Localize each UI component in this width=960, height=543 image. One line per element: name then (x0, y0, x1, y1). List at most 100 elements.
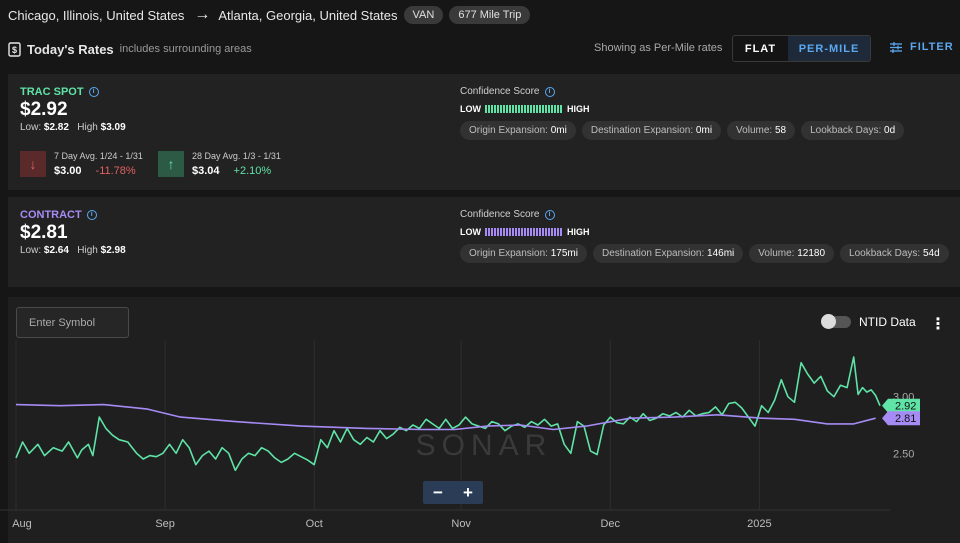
lookback-days-chip: Lookback Days: 0d (801, 121, 905, 140)
seven-day-average: ↓ 7 Day Avg. 1/24 - 1/31 $3.00 -11.78% (20, 151, 143, 177)
confidence-bar (536, 105, 538, 113)
confidence-bar (497, 228, 499, 236)
confidence-bar (506, 228, 508, 236)
lookback-days-chip: Lookback Days: 54d (840, 244, 949, 263)
confidence-bar (515, 105, 517, 113)
rate-mode-toggle: FLAT PER-MILE (732, 35, 871, 62)
confidence-bar (515, 228, 517, 236)
contract-rate: $2.81 (20, 222, 68, 243)
confidence-bar (509, 228, 511, 236)
confidence-bar (548, 228, 550, 236)
confidence-scale: LOW HIGH (460, 227, 590, 237)
chip-label: Lookback Days: (849, 248, 921, 259)
low-value: $2.64 (43, 245, 69, 256)
destination-expansion-chip: Destination Expansion: 146mi (592, 244, 744, 263)
chip-value: 0mi (550, 125, 567, 136)
equipment-badge[interactable]: VAN (403, 6, 444, 24)
confidence-bar (494, 105, 496, 113)
symbol-input[interactable] (16, 307, 129, 338)
confidence-title: Confidence Score (460, 209, 540, 220)
confidence-bar (524, 105, 526, 113)
chip-value: 0d (884, 125, 896, 136)
confidence-bars (485, 105, 563, 113)
confidence-scale: LOW HIGH (460, 104, 590, 114)
confidence-bar (557, 228, 559, 236)
confidence-bar (533, 228, 535, 236)
confidence-score-label: Confidence Score i (460, 86, 555, 97)
info-icon[interactable]: i (544, 209, 555, 220)
trac-spot-label: TRAC SPOT i (20, 86, 99, 98)
confidence-bar (521, 105, 523, 113)
confidence-bar (506, 105, 508, 113)
avg7-value: $3.00 (54, 165, 82, 177)
info-icon[interactable]: i (86, 210, 97, 220)
zoom-out-button[interactable]: − (433, 482, 443, 502)
chip-value: 12180 (797, 248, 826, 259)
confidence-bar (503, 228, 505, 236)
avg7-change: -11.78% (95, 165, 136, 177)
confidence-bar (488, 105, 490, 113)
origin-expansion-chip: Origin Expansion: 0mi (460, 121, 576, 140)
chip-label: Volume: (758, 248, 795, 259)
confidence-bar (494, 228, 496, 236)
scale-low: LOW (460, 227, 481, 237)
avg28-value: $3.04 (192, 165, 220, 177)
confidence-bar (530, 228, 532, 236)
confidence-bar (521, 228, 523, 236)
confidence-bar (536, 228, 538, 236)
info-icon[interactable]: i (88, 87, 99, 97)
confidence-bar (527, 228, 529, 236)
confidence-bar (548, 105, 550, 113)
confidence-bar (560, 105, 562, 113)
more-options-icon[interactable]: ⋮ (930, 316, 946, 333)
trac-spot-rate: $2.92 (20, 99, 68, 120)
rates-header: $ Today's Rates includes surrounding are… (0, 34, 960, 64)
confidence-bar (527, 105, 529, 113)
scale-high: HIGH (567, 104, 590, 114)
confidence-title: Confidence Score (460, 86, 540, 97)
flat-button[interactable]: FLAT (733, 36, 788, 61)
right-arrow-icon: → (194, 6, 211, 23)
confidence-bar (557, 105, 559, 113)
x-tick-label: Sep (155, 518, 175, 530)
trac-spot-card: TRAC SPOT i $2.92 Low: $2.82 High $3.09 … (8, 74, 960, 190)
confidence-bar (503, 105, 505, 113)
info-icon[interactable]: i (544, 86, 555, 97)
ntid-toggle[interactable]: NTID Data (821, 314, 916, 329)
per-mile-button[interactable]: PER-MILE (788, 36, 870, 61)
confidence-bar (530, 105, 532, 113)
spot-chips: Origin Expansion: 0mi Destination Expans… (460, 121, 910, 140)
confidence-bar (491, 105, 493, 113)
trac-spot-line (15, 356, 881, 472)
svg-text:$: $ (12, 45, 17, 55)
ntid-switch[interactable] (821, 314, 851, 329)
avg7-period: 7 Day Avg. 1/24 - 1/31 (54, 151, 143, 161)
high-label: High (77, 245, 98, 256)
scale-low: LOW (460, 104, 481, 114)
sliders-icon (890, 41, 902, 53)
x-tick-label: Dec (600, 518, 620, 530)
confidence-bar (539, 105, 541, 113)
x-tick-label: 2025 (747, 518, 771, 530)
confidence-bar (524, 228, 526, 236)
confidence-bar (560, 228, 562, 236)
page-subtitle: includes surrounding areas (119, 43, 252, 55)
confidence-bar (533, 105, 535, 113)
trip-distance-badge[interactable]: 677 Mile Trip (449, 6, 531, 24)
confidence-bar (545, 228, 547, 236)
confidence-bar (512, 105, 514, 113)
filter-button[interactable]: FILTER (890, 41, 954, 53)
up-arrow-icon: ↑ (158, 151, 184, 177)
chip-label: Volume: (736, 125, 773, 136)
ntid-label: NTID Data (859, 315, 916, 329)
chip-value: 54d (922, 248, 940, 259)
origin-text: Chicago, Illinois, United States (8, 7, 185, 23)
low-value: $2.82 (43, 122, 69, 133)
trac-spot-range: Low: $2.82 High $3.09 (20, 122, 126, 133)
low-label: Low: (20, 122, 42, 133)
avg28-period: 28 Day Avg. 1/3 - 1/31 (192, 151, 281, 161)
confidence-bar (500, 105, 502, 113)
zoom-in-button[interactable]: + (463, 482, 473, 502)
chip-value: 146mi (707, 248, 735, 259)
high-label: High (77, 122, 98, 133)
